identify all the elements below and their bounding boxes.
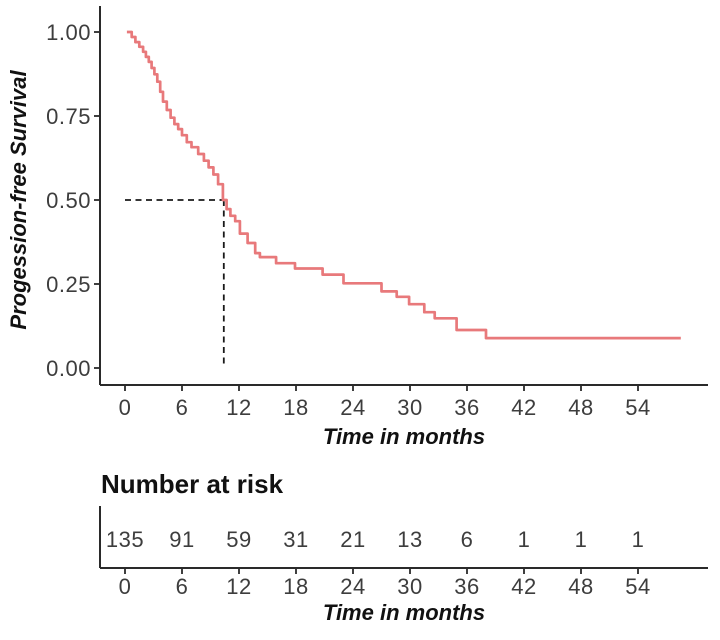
risk-tick-label: 30 <box>397 574 422 599</box>
risk-count-value: 1 <box>575 527 588 552</box>
risk-tick-label: 6 <box>176 574 189 599</box>
km-survival-curve <box>126 30 681 340</box>
x-tick-label: 12 <box>226 395 251 420</box>
x-tick-label: 30 <box>397 395 422 420</box>
y-axis-ticks: 1.00 0.75 0.50 0.25 0.00 <box>46 20 100 381</box>
risk-count-value: 31 <box>283 527 308 552</box>
risk-count-value: 13 <box>397 527 422 552</box>
risk-tick-label: 42 <box>511 574 536 599</box>
x-tick-label: 42 <box>511 395 536 420</box>
risk-tick-label: 48 <box>568 574 593 599</box>
risk-tick-label: 18 <box>283 574 308 599</box>
x-tick-label: 18 <box>283 395 308 420</box>
x-tick-label: 54 <box>625 395 650 420</box>
risk-count-value: 1 <box>518 527 531 552</box>
x-axis-label: Time in months <box>323 424 485 449</box>
risk-x-axis-label: Time in months <box>323 600 485 625</box>
risk-count-value: 1 <box>632 527 645 552</box>
x-tick-label: 6 <box>176 395 189 420</box>
x-tick-label: 36 <box>454 395 479 420</box>
risk-count-value: 59 <box>226 527 251 552</box>
risk-tick-label: 24 <box>340 574 365 599</box>
risk-tick-label: 12 <box>226 574 251 599</box>
risk-count-value: 6 <box>461 527 474 552</box>
survival-plot: 1.000.750.500.250.00 0 6 12 18 24 30 36 42 48 54 … <box>6 6 708 449</box>
y-tick-label: 0.00 <box>46 356 91 381</box>
number-at-risk-table: Number at risk 135 91 59 31 21 13 6 1 1 1 0 6 12 18 2… <box>99 469 708 625</box>
y-tick-label: 0.25 <box>46 272 91 297</box>
risk-table-title: Number at risk <box>101 469 284 499</box>
x-tick-label: 24 <box>340 395 365 420</box>
risk-counts-row: 135 91 59 31 21 13 6 1 1 1 <box>106 527 644 552</box>
y-axis-label: Progession-free Survival <box>6 70 31 330</box>
risk-tick-label: 54 <box>625 574 650 599</box>
x-axis-ticks: 0 6 12 18 24 30 36 42 48 54 <box>119 385 650 420</box>
x-tick-label: 48 <box>568 395 593 420</box>
x-tick-label: 0 <box>119 395 132 420</box>
risk-count-value: 21 <box>340 527 365 552</box>
risk-count-value: 91 <box>169 527 194 552</box>
risk-axis-ticks: 0 6 12 18 24 30 36 42 48 54 <box>119 568 650 599</box>
y-tick-label: 0.50 <box>46 188 91 213</box>
y-tick-label: 0.75 <box>46 104 91 129</box>
risk-count-value: 135 <box>106 527 144 552</box>
risk-tick-label: 36 <box>454 574 479 599</box>
risk-tick-label: 0 <box>119 574 132 599</box>
y-tick-label: 1.00 <box>46 20 91 45</box>
median-survival-guides <box>125 199 225 366</box>
